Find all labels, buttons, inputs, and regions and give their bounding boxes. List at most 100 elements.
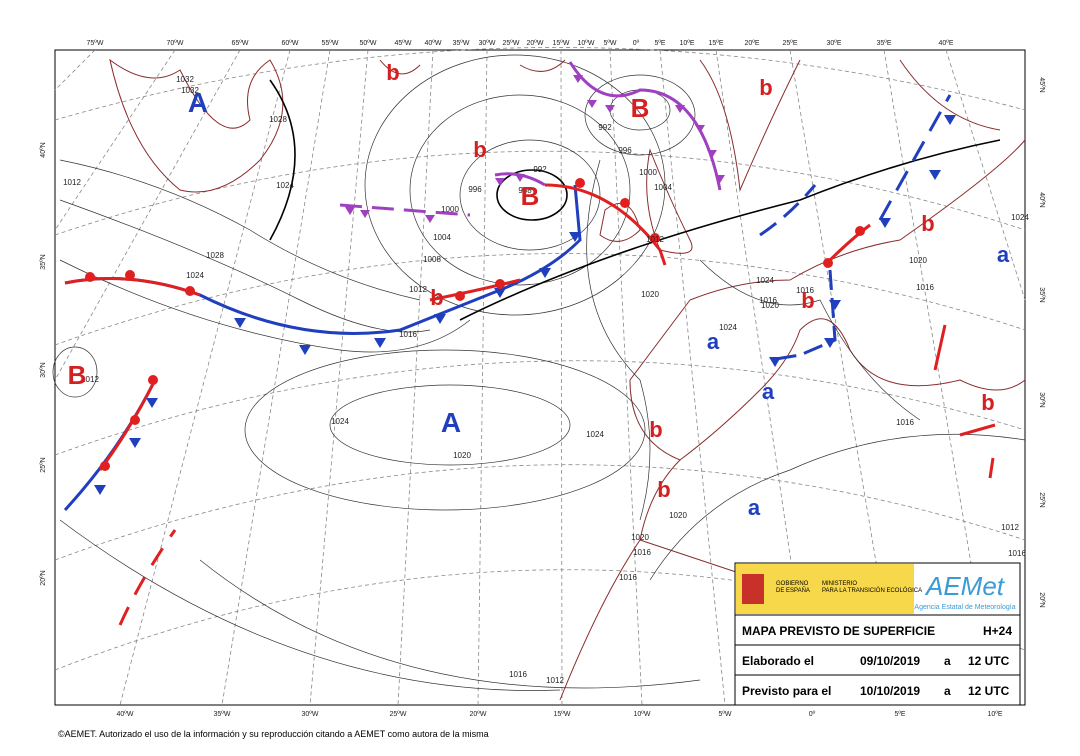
info-row-text: 12 UTC <box>968 654 1010 668</box>
graticule <box>54 47 1026 706</box>
warm-front-semicircle <box>125 270 135 280</box>
isobar-label: 992 <box>533 165 547 174</box>
pressure-center: b <box>649 417 662 442</box>
isobar-label: 1024 <box>186 271 204 280</box>
pressure-center: B <box>631 93 650 123</box>
longitude-label: 10ºE <box>679 40 694 47</box>
front-forming <box>759 184 817 237</box>
longitude-label: 5ºW <box>718 711 731 718</box>
isobar-label: 1012 <box>646 235 664 244</box>
info-row-text: Previsto para el <box>742 684 831 698</box>
isobar-label: 996 <box>618 146 632 155</box>
isobar-label: 1020 <box>453 451 471 460</box>
latitude-label: 20ºN <box>1038 592 1045 607</box>
occluded-front-symbol <box>715 175 725 183</box>
warm-front-semicircle <box>130 415 140 425</box>
occluded-front-symbol <box>345 207 355 215</box>
isobars <box>52 54 1026 691</box>
occluded-front-symbol <box>707 150 717 158</box>
agency-logo: AEMet <box>924 571 1006 601</box>
isobar-label: 1000 <box>639 168 657 177</box>
isobar-label: 1004 <box>654 183 672 192</box>
copyright-footer: ©AEMET. Autorizado el uso de la informac… <box>58 729 489 739</box>
isobar-label: 1020 <box>641 290 659 299</box>
cold-front-triangle <box>299 345 311 355</box>
isobar-label: 1016 <box>1008 549 1026 558</box>
front-symbols <box>85 75 956 495</box>
longitude-label: 30ºW <box>302 711 319 718</box>
cold-front-triangle <box>824 338 836 348</box>
warm-front-semicircle <box>455 291 465 301</box>
isobar-label: 1012 <box>409 285 427 294</box>
longitude-label: 70ºW <box>167 40 184 47</box>
occluded-front-symbol <box>495 178 505 186</box>
occluded-front-symbol <box>573 75 583 83</box>
longitude-label: 35ºW <box>453 40 470 47</box>
longitude-label: 35ºE <box>876 40 891 47</box>
pressure-center: b <box>657 477 670 502</box>
occluded-front-symbol <box>675 105 685 113</box>
occluded-front-symbol <box>695 125 705 133</box>
ministry-text: MINISTERIO <box>822 581 857 587</box>
longitude-label: 25ºW <box>503 40 520 47</box>
cold-front-triangle <box>569 232 581 242</box>
warm-front-semicircle <box>650 233 660 243</box>
longitude-label: 75ºW <box>87 40 104 47</box>
cold-front-triangle <box>929 170 941 180</box>
longitude-label: 60ºW <box>282 40 299 47</box>
forecast-horizon: H+24 <box>983 624 1012 638</box>
isobar-label: 1024 <box>756 276 774 285</box>
pressure-center: b <box>759 75 772 100</box>
isobar-label: 992 <box>598 123 612 132</box>
cold-front-triangle <box>539 268 551 278</box>
gov-text: GOBIERNO <box>776 581 809 587</box>
longitude-label: 25ºW <box>390 711 407 718</box>
longitude-label: 30ºE <box>826 40 841 47</box>
longitude-label: 20ºE <box>744 40 759 47</box>
isobar-label: 1004 <box>433 233 451 242</box>
latitude-label: 40ºN <box>1038 192 1045 207</box>
isobar-label: 1016 <box>896 418 914 427</box>
isobar-label: 1012 <box>81 375 99 384</box>
isobar-label: 1016 <box>633 548 651 557</box>
isobar-label: 1016 <box>399 330 417 339</box>
isobar-label: 1008 <box>423 255 441 264</box>
latitude-label: 25ºN <box>1038 492 1045 507</box>
isobar-label: 1024 <box>276 181 294 190</box>
info-row-text: 12 UTC <box>968 684 1010 698</box>
pressure-center: a <box>707 329 720 354</box>
latitude-label: 30ºN <box>40 362 47 377</box>
occluded-front-symbol <box>515 174 525 182</box>
longitude-label: 0º <box>633 40 640 47</box>
pressure-center: b <box>921 211 934 236</box>
isobar-label: 1032 <box>176 75 194 84</box>
warm-front <box>429 278 521 302</box>
pressure-center: b <box>430 285 443 310</box>
isobar-label: 1032 <box>181 86 199 95</box>
info-box: GOBIERNO DE ESPAÑA MINISTERIO PARA LA TR… <box>734 562 1021 706</box>
latitude-label: 30ºN <box>1038 392 1045 407</box>
longitude-label: 10ºE <box>987 711 1002 718</box>
cold-front-triangle <box>94 485 106 495</box>
isobar-label: 988 <box>518 186 532 195</box>
warm-front <box>544 183 667 266</box>
occluded-front-symbol <box>360 210 370 218</box>
longitude-label: 35ºW <box>214 711 231 718</box>
warm-front-semicircle <box>148 375 158 385</box>
isobar-label: 1024 <box>1011 213 1029 222</box>
pressure-center: b <box>981 390 994 415</box>
latitude-label: 35ºN <box>40 254 47 269</box>
isobar-label: 1028 <box>269 115 287 124</box>
longitude-label: 10ºW <box>634 711 651 718</box>
longitude-label: 45ºW <box>395 40 412 47</box>
warm-front-semicircle <box>823 258 833 268</box>
longitude-label: 40ºW <box>425 40 442 47</box>
longitude-label: 50ºW <box>360 40 377 47</box>
isobar-label: 1012 <box>546 676 564 685</box>
warm-front-semicircle <box>620 198 630 208</box>
coastlines <box>109 58 1026 701</box>
gov-text: DE ESPAÑA <box>776 587 810 594</box>
longitude-label: 5ºE <box>894 711 905 718</box>
occluded-front-symbol <box>605 105 615 113</box>
cold-front-forming <box>878 94 952 221</box>
